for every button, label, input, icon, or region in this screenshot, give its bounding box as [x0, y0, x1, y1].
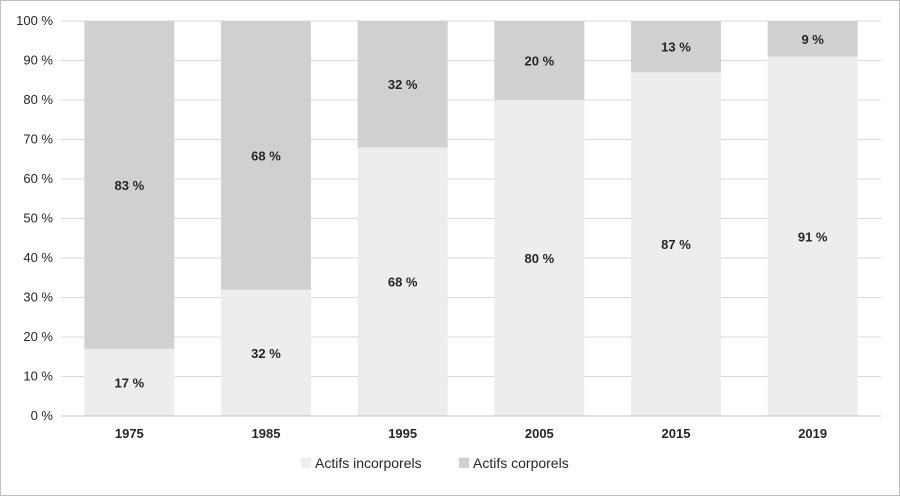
legend-label: Actifs incorporels [315, 455, 422, 471]
data-label: 91 % [798, 229, 828, 244]
x-tick-label: 1985 [252, 426, 281, 441]
y-tick-label: 0 % [31, 408, 54, 423]
bar-corporels [631, 21, 721, 73]
y-tick-label: 80 % [23, 92, 53, 107]
legend: Actifs incorporels Actifs corporels [301, 455, 569, 471]
data-label: 68 % [388, 275, 418, 290]
data-label: 87 % [661, 237, 691, 252]
y-tick-label: 50 % [23, 211, 53, 226]
x-tick-label: 2005 [525, 426, 554, 441]
legend-label: Actifs corporels [473, 455, 569, 471]
bar-corporels [221, 21, 311, 290]
bar-incorporels [221, 289, 311, 416]
bar-corporels [357, 21, 448, 148]
data-label: 32 % [388, 77, 418, 92]
y-tick-label: 20 % [23, 329, 53, 344]
bar-corporels [767, 21, 858, 57]
data-label: 9 % [801, 32, 824, 47]
legend-swatch [459, 458, 469, 468]
axes: 0 % 10 % 20 % 30 % 40 % 50 % 60 % 70 % 80 % 90 % 1… [16, 13, 881, 441]
x-tick-label: 1995 [388, 426, 417, 441]
data-label: 32 % [251, 346, 281, 361]
data-labels: 17 % 83 % 32 % 68 % 68 % 32 % 80 % 20 % 87 % 13 %… [115, 32, 828, 391]
x-tick-label: 2015 [662, 426, 691, 441]
bar-corporels [494, 21, 585, 100]
bar-incorporels [84, 348, 175, 416]
data-label: 20 % [525, 54, 555, 69]
bars [84, 21, 858, 417]
bar-incorporels [767, 56, 858, 417]
x-tick-label: 1975 [115, 426, 144, 441]
y-tick-label: 70 % [23, 132, 53, 147]
bar-incorporels [357, 147, 448, 416]
y-tick-label: 10 % [23, 369, 53, 384]
data-label: 80 % [525, 251, 555, 266]
y-tick-label: 90 % [23, 53, 53, 68]
bar-incorporels [631, 72, 721, 416]
y-tick-label: 100 % [16, 13, 53, 28]
bar-corporels [84, 21, 175, 349]
y-tick-label: 60 % [23, 171, 53, 186]
bar-incorporels [494, 100, 585, 416]
x-tick-label: 2019 [798, 426, 827, 441]
data-label: 83 % [115, 178, 145, 193]
data-label: 68 % [251, 148, 281, 163]
data-label: 13 % [661, 40, 691, 55]
gridlines [61, 20, 881, 377]
y-tick-label: 30 % [23, 290, 53, 305]
data-label: 17 % [115, 375, 145, 390]
legend-swatch [301, 458, 311, 468]
y-tick-label: 40 % [23, 250, 53, 265]
